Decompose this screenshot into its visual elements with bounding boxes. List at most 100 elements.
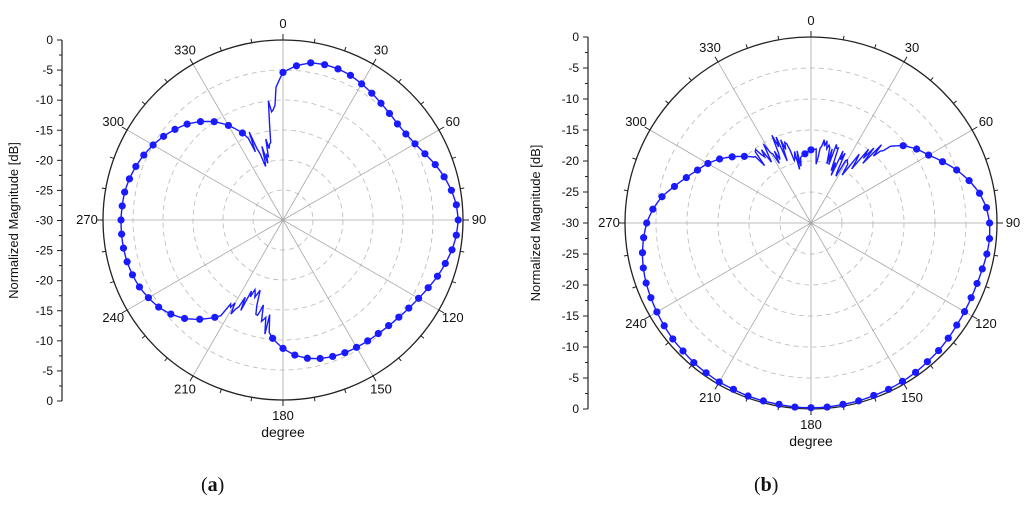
data-point	[334, 65, 342, 73]
data-point	[117, 216, 125, 224]
data-point	[899, 142, 907, 150]
data-point	[135, 283, 144, 291]
angle-tick	[420, 335, 425, 339]
data-point	[669, 335, 677, 343]
data-point	[441, 259, 449, 268]
angle-tick	[971, 315, 978, 320]
radial-tick-label: -10	[562, 92, 580, 106]
data-point	[119, 244, 128, 252]
data-point	[269, 334, 277, 342]
data-point	[682, 174, 690, 182]
radial-tick-label: -15	[562, 123, 580, 137]
data-point	[291, 351, 299, 359]
data-point	[448, 246, 456, 254]
angle-tick	[372, 375, 377, 382]
radial-tick-label: -25	[36, 244, 54, 258]
data-point	[180, 314, 189, 323]
data-point	[352, 343, 361, 351]
data-point	[649, 205, 657, 213]
angle-label: 210	[174, 382, 196, 397]
data-point	[385, 322, 393, 330]
data-point	[823, 403, 831, 411]
angle-label: 330	[174, 42, 196, 57]
x-axis-label: degree	[789, 433, 833, 449]
radial-tick-label: -20	[36, 274, 54, 288]
data-point	[653, 308, 661, 316]
radial-tick-label: -15	[562, 309, 580, 323]
angle-tick	[714, 56, 719, 63]
data-point	[898, 377, 907, 385]
angle-tick	[121, 126, 128, 131]
grid-spoke	[717, 61, 812, 224]
radial-tick-label: -10	[36, 334, 54, 348]
data-point	[121, 188, 129, 196]
data-point	[341, 349, 349, 357]
angle-tick	[842, 35, 845, 40]
data-point	[807, 146, 815, 154]
panel-label-b: (b)	[754, 474, 779, 496]
data-point	[118, 230, 126, 238]
angle-tick	[250, 38, 253, 43]
data-point	[855, 397, 863, 405]
data-point	[321, 61, 329, 69]
angle-label: 300	[102, 114, 124, 129]
data-point	[452, 201, 460, 209]
data-point	[364, 337, 372, 345]
data-point	[155, 303, 163, 311]
data-point	[433, 272, 442, 280]
data-point	[884, 385, 893, 393]
angle-tick	[632, 286, 637, 289]
data-point	[303, 354, 311, 362]
angle-tick	[438, 126, 445, 131]
data-point	[679, 347, 687, 355]
grid-spoke	[282, 63, 374, 221]
data-point	[658, 193, 666, 201]
angle-tick	[930, 365, 934, 369]
data-point	[642, 279, 650, 287]
angle-label: 30	[374, 42, 388, 57]
data-point	[210, 118, 218, 126]
data-point	[415, 294, 423, 302]
grid-spoke	[649, 222, 812, 317]
data-point	[393, 120, 402, 128]
angle-tick	[344, 46, 347, 52]
data-point	[196, 315, 204, 323]
angle-label: 270	[598, 215, 620, 230]
angle-tick	[420, 101, 425, 105]
data-point	[965, 177, 973, 185]
data-point	[159, 132, 168, 140]
grid-spoke	[810, 129, 973, 224]
data-point	[911, 368, 920, 376]
angle-label: 210	[699, 390, 721, 405]
angle-tick	[219, 46, 222, 52]
data-point	[421, 150, 429, 158]
angle-label: 60	[446, 114, 460, 129]
data-point	[639, 264, 647, 272]
grid-spoke	[717, 222, 812, 385]
data-point	[452, 231, 460, 239]
angle-tick	[644, 126, 651, 131]
data-point	[368, 89, 376, 97]
data-point	[196, 118, 205, 126]
angle-tick	[985, 157, 990, 160]
angle-tick	[189, 375, 194, 382]
grid-spoke	[810, 61, 905, 224]
angle-tick	[164, 357, 168, 362]
data-point	[801, 150, 809, 158]
radial-tick-label: -30	[36, 214, 54, 228]
data-point	[123, 258, 131, 266]
radial-tick-label: 0	[46, 33, 53, 47]
grid-spoke	[192, 63, 284, 221]
angle-tick	[164, 78, 168, 83]
data-point	[125, 175, 134, 183]
angle-tick	[101, 250, 106, 253]
data-point	[728, 153, 736, 161]
data-point	[118, 202, 126, 210]
angle-label: 180	[272, 408, 294, 423]
angle-tick	[665, 342, 669, 346]
data-point	[167, 310, 175, 318]
data-point	[985, 219, 994, 227]
data-point	[670, 182, 679, 191]
data-point	[292, 62, 301, 70]
angle-tick	[121, 309, 128, 314]
